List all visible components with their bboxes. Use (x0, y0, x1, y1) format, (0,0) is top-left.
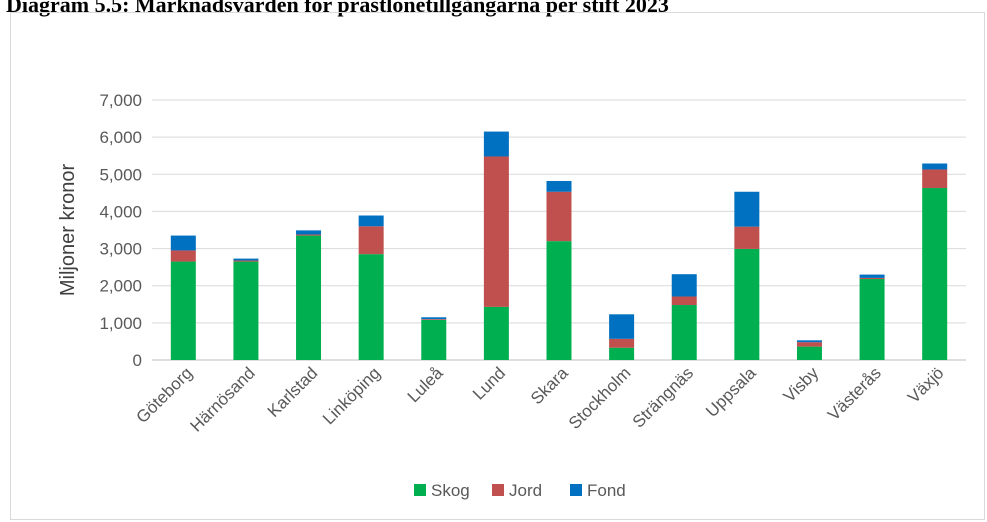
x-tick-label: Stockholm (565, 363, 635, 433)
y-axis-label: Miljoner kronor (57, 164, 79, 297)
y-tick-label: 6,000 (99, 128, 142, 147)
bar-jord (922, 169, 948, 189)
bar-skog (296, 235, 322, 360)
x-tick-label: Härnösand (187, 363, 259, 435)
bar-skog (358, 254, 384, 360)
y-tick-label: 0 (133, 351, 142, 370)
bar-fond (358, 215, 384, 227)
legend: Skog Jord Fond (414, 481, 626, 500)
bar-fond (483, 131, 509, 157)
bar-jord (233, 260, 259, 262)
bar-fond (546, 180, 572, 192)
x-tick-label: Västerås (824, 363, 885, 424)
bar-jord (358, 226, 384, 255)
x-tick-label: Lund (469, 363, 509, 403)
bar-jord (671, 296, 697, 306)
bar-jord (546, 191, 572, 242)
x-tick-label: Göteborg (133, 363, 197, 427)
legend-label: Fond (587, 481, 626, 500)
legend-swatch-skog (414, 484, 426, 496)
chart-frame (10, 12, 985, 520)
legend-label: Skog (431, 481, 470, 500)
bar-skog (546, 241, 572, 360)
bar-jord (170, 250, 196, 262)
legend-label: Jord (509, 481, 542, 500)
bar-fond (233, 258, 259, 261)
x-tick-label: Karlstad (264, 363, 322, 421)
bar-skog (859, 279, 885, 360)
x-tick-label: Uppsala (702, 363, 760, 421)
bar-skog (922, 188, 948, 360)
bar-skog (170, 261, 196, 360)
y-tick-label: 3,000 (99, 240, 142, 259)
x-tick-label: Visby (780, 363, 823, 406)
bar-jord (796, 342, 822, 347)
legend-swatch-fond (570, 484, 582, 496)
bar-skog (483, 306, 509, 360)
bar-skog (609, 347, 635, 360)
bar-fond (859, 274, 885, 278)
x-tick-label: Luleå (404, 363, 447, 406)
bar-fond (796, 340, 822, 343)
bar-skog (233, 261, 259, 360)
y-tick-label: 1,000 (99, 314, 142, 333)
bar-skog (421, 319, 447, 360)
bar-jord (734, 226, 760, 249)
y-tick-label: 4,000 (99, 202, 142, 221)
bar-skog (734, 248, 760, 360)
x-tick-label: Strängnäs (629, 363, 697, 431)
bar-fond (421, 317, 447, 320)
bar-fond (922, 163, 948, 170)
bar-jord (421, 319, 447, 320)
x-tick-label: Skara (527, 363, 572, 408)
bar-jord (609, 338, 635, 348)
bar-fond (734, 191, 760, 227)
legend-swatch-jord (492, 484, 504, 496)
bar-jord (483, 156, 509, 307)
y-tick-label: 5,000 (99, 165, 142, 184)
y-tick-label: 2,000 (99, 277, 142, 296)
y-tick-label: 7,000 (99, 91, 142, 110)
x-tick-label: Växjö (904, 363, 948, 407)
bar-fond (609, 314, 635, 339)
bar-fond (170, 235, 196, 251)
y-axis-ticks: 0 1,000 2,000 3,000 4,000 5,000 6,000 7,000 (99, 91, 142, 370)
bar-skog (671, 305, 697, 360)
bar-jord (859, 277, 885, 280)
bar-skog (796, 346, 822, 360)
bars (170, 131, 948, 360)
bar-jord (296, 234, 322, 236)
bar-fond (296, 230, 322, 235)
x-tick-label: Linköping (319, 363, 384, 428)
bar-fond (671, 274, 697, 297)
